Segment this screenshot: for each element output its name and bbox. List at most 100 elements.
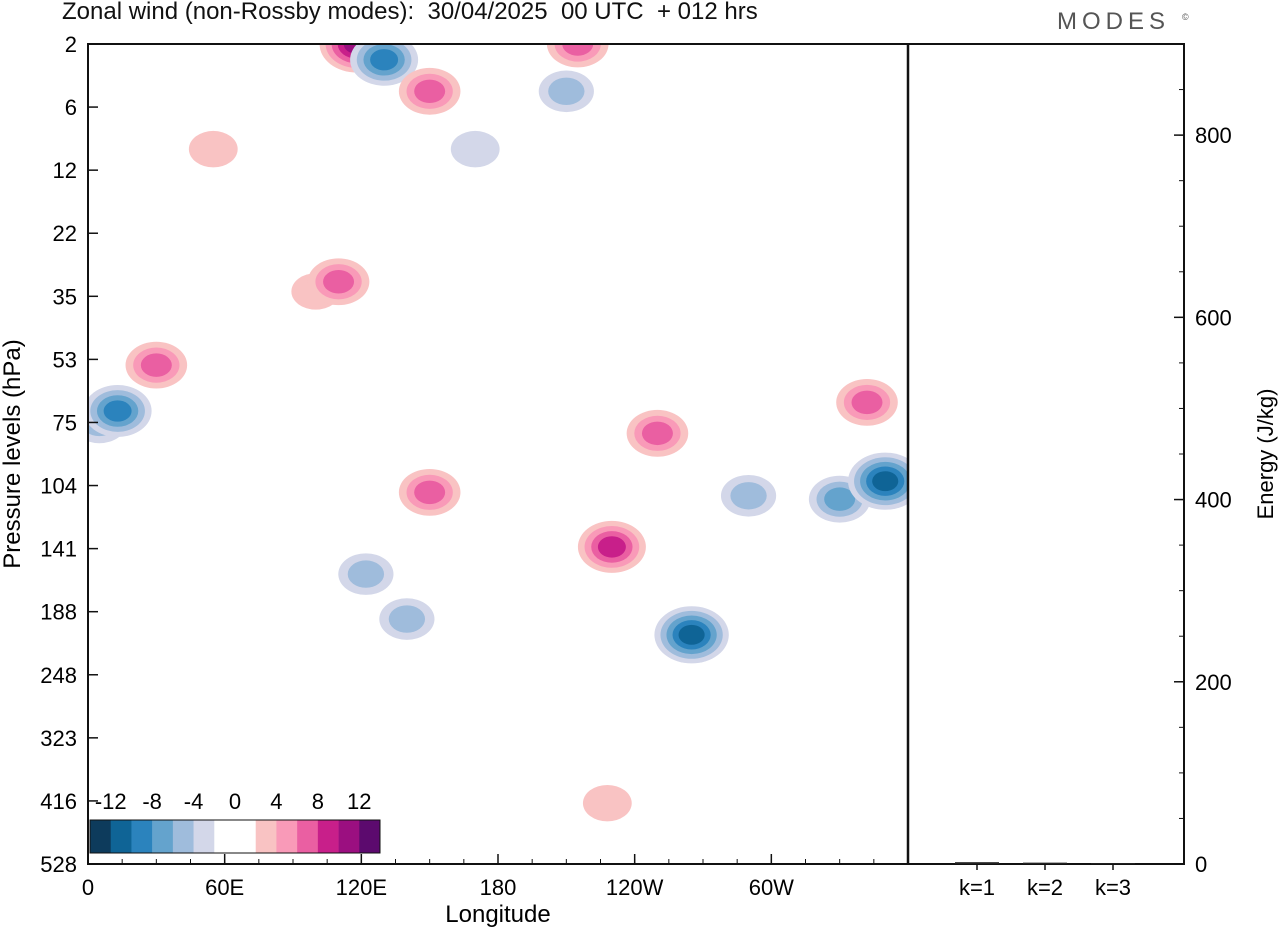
energy-frame <box>907 43 1185 865</box>
x-axis-label: Longitude <box>445 901 550 928</box>
colorbar-label: 12 <box>347 789 371 814</box>
y-tick-label: 248 <box>40 663 77 688</box>
contour-feature <box>338 553 394 595</box>
contour-feature <box>379 598 435 640</box>
contour-level <box>597 536 626 558</box>
colorbar-swatch <box>338 820 360 853</box>
colorbar-label: -4 <box>184 789 204 814</box>
contour-level <box>103 400 132 422</box>
contour-level <box>140 353 172 377</box>
contour-level <box>678 624 705 645</box>
energy-tick-label: 600 <box>1195 305 1232 330</box>
energy-bar <box>1023 862 1067 864</box>
colorbar-swatch <box>172 820 194 853</box>
y-tick-label: 75 <box>53 410 77 435</box>
contour-level <box>450 130 500 168</box>
energy-bar <box>955 862 999 864</box>
energy-tick-label: 200 <box>1195 670 1232 695</box>
modes-logo: MODES <box>1057 8 1171 35</box>
y-tick-label: 12 <box>53 158 77 183</box>
contour-level <box>414 480 446 505</box>
contour-level <box>641 421 673 446</box>
y-tick-label: 53 <box>53 347 77 372</box>
y-tick-label: 35 <box>53 284 77 309</box>
energy-category-label: k=3 <box>1095 875 1131 900</box>
energy-category-label: k=2 <box>1027 875 1063 900</box>
colorbar-swatch <box>193 820 215 853</box>
energy-bars: k=1 k=2 k=3 <box>955 862 1135 900</box>
contour-level <box>562 44 594 56</box>
colorbar: -12 -8 -4 0 4 8 12 <box>89 789 381 854</box>
y-tick-label: 22 <box>53 221 77 246</box>
contour-feature <box>88 385 152 437</box>
contour-level <box>323 270 355 294</box>
contour-level <box>872 471 899 492</box>
contour-feature <box>720 474 777 517</box>
energy-tick-label: 400 <box>1195 488 1232 513</box>
contour-feature <box>848 452 908 510</box>
colorbar-frame <box>89 819 381 854</box>
x-tick-label: 0 <box>82 875 94 900</box>
colorbar-label: -8 <box>142 789 162 814</box>
energy-axis-label: Energy (J/kg) <box>1253 389 1278 520</box>
y-tick-label: 188 <box>40 600 77 625</box>
contour-feature <box>307 258 370 306</box>
colorbar-swatch <box>359 820 381 853</box>
colorbar-swatch <box>110 820 132 853</box>
colorbar-swatch <box>317 820 339 853</box>
energy-axis: 0 200 400 600 800 <box>1174 43 1232 877</box>
colorbar-label: 8 <box>312 789 324 814</box>
y-tick-label: 528 <box>40 852 77 877</box>
contour-level <box>347 560 385 588</box>
contour-feature <box>125 341 188 389</box>
contour-feature <box>836 378 898 426</box>
chart-title: Zonal wind (non-Rossby modes): 30/04/202… <box>62 0 758 25</box>
contour-level <box>370 49 399 71</box>
y-tick-label: 104 <box>40 474 77 499</box>
contour-feature <box>398 468 461 516</box>
colorbar-swatch <box>235 820 257 853</box>
colorbar-swatch <box>152 820 174 853</box>
x-tick-label: 120W <box>606 875 664 900</box>
contour-field <box>88 44 908 822</box>
contour-level <box>414 79 446 104</box>
energy-category-label: k=1 <box>959 875 995 900</box>
contour-feature <box>626 409 689 457</box>
energy-tick-label: 0 <box>1195 852 1207 877</box>
contour-level <box>851 390 883 415</box>
contour-feature <box>582 784 632 822</box>
energy-tick-label: 800 <box>1195 123 1232 148</box>
y-axis-label: Pressure levels (hPa) <box>0 339 26 568</box>
contour-feature <box>350 44 419 86</box>
colorbar-label: 4 <box>270 789 282 814</box>
contour-level <box>824 487 856 511</box>
y-tick-label: 6 <box>65 95 77 120</box>
colorbar-swatch <box>276 820 298 853</box>
colorbar-swatch <box>214 820 236 853</box>
x-tick-label: 120E <box>336 875 387 900</box>
colorbar-swatch <box>90 820 112 853</box>
contour-level <box>388 605 426 633</box>
y-tick-label: 323 <box>40 726 77 751</box>
y-tick-label: 416 <box>40 789 77 814</box>
contour-feature <box>538 70 594 113</box>
contour-feature <box>450 130 500 168</box>
contour-level <box>188 130 238 168</box>
colorbar-swatch <box>131 820 153 853</box>
contour-feature <box>654 606 729 664</box>
y-axis: 2 6 12 22 35 53 75 104 141 188 248 323 416 528 <box>40 32 98 877</box>
x-tick-label: 60W <box>749 875 794 900</box>
contour-level <box>730 482 767 510</box>
colorbar-swatch <box>297 820 319 853</box>
x-tick-label: 60E <box>205 875 244 900</box>
y-tick-label: 2 <box>65 32 77 57</box>
colorbar-swatch <box>255 820 277 853</box>
copyright-mark: © <box>1182 12 1189 22</box>
colorbar-label: 0 <box>229 789 241 814</box>
contour-level <box>548 77 585 105</box>
x-tick-label: 180 <box>480 875 517 900</box>
contour-feature <box>546 44 609 68</box>
colorbar-label: -12 <box>95 789 127 814</box>
x-axis: 0 60E 120E 180 120W 60W <box>82 854 909 900</box>
